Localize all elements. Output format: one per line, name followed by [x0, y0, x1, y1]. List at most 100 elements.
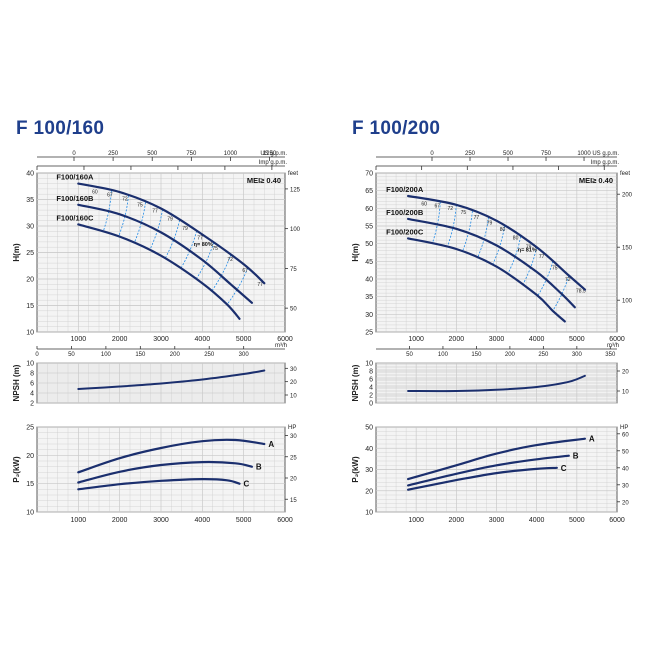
- head-xtick-label: 3000: [489, 336, 505, 343]
- head-curve-f100/160b: [77, 203, 253, 304]
- head-curve-f100/200b: [407, 217, 576, 309]
- efficiency-label: 77: [257, 282, 263, 288]
- npsh-curve: [407, 374, 586, 393]
- m3h-tick-label: 50: [68, 352, 75, 358]
- power-right-tick-label: 30: [290, 434, 297, 440]
- head-xtick-label: 5000: [569, 336, 585, 343]
- head-ytick-label: 50: [365, 241, 373, 248]
- chart-title-f100-160: F 100/160: [16, 118, 105, 139]
- head-xtick-label: 2000: [112, 336, 128, 343]
- npsh-ytick-label: 4: [369, 385, 373, 392]
- power-right-tick-label: 30: [622, 483, 629, 489]
- impgpm-unit-label: Imp g.p.m.: [259, 160, 288, 166]
- power-right-tick-label: 50: [622, 449, 629, 455]
- npsh-ytick-label: 0: [369, 401, 373, 408]
- head-curve-label: F100/160A: [56, 173, 94, 182]
- head-ytick-label: 55: [365, 224, 373, 231]
- head-curve-f100/160a: [77, 182, 266, 285]
- power-right-tick-label: 60: [622, 432, 629, 438]
- usgpm-tick-label: 750: [186, 151, 197, 157]
- usgpm-tick-label: 0: [72, 151, 76, 157]
- head-ylabel: H(m): [351, 243, 360, 262]
- power-ylabel: P₂(kW): [351, 456, 360, 483]
- mei-label: MEI≥ 0.40: [247, 176, 281, 185]
- head-ytick-label: 45: [365, 259, 373, 266]
- m3h-tick-label: 200: [505, 352, 516, 358]
- npsh-ytick-label: 8: [30, 371, 34, 378]
- power-curve-label: B: [573, 452, 579, 461]
- power-xtick-label: 3000: [153, 517, 169, 524]
- head-right-tick-label: 150: [622, 246, 633, 252]
- npsh-ytick-label: 2: [369, 393, 373, 400]
- power-xtick-label: 2000: [112, 517, 128, 524]
- head-curve-f100/200a: [407, 194, 586, 291]
- head-curve-f100/200c: [407, 237, 566, 323]
- efficiency-iso-line: [446, 204, 457, 248]
- power-ytick-label: 50: [365, 425, 373, 432]
- power-xtick-label: 5000: [236, 517, 252, 524]
- usgpm-tick-label: 500: [503, 151, 514, 157]
- head-xtick-label: 6000: [609, 336, 625, 343]
- m3h-tick-label: 0: [35, 352, 39, 358]
- power-xtick-label: 4000: [195, 517, 211, 524]
- power-right-tick-label: 20: [290, 477, 297, 483]
- head-ytick-label: 40: [26, 171, 34, 178]
- power-curve-c: [407, 466, 558, 491]
- efficiency-label: 72: [122, 197, 128, 203]
- m3h-tick-label: 150: [135, 352, 146, 358]
- head-xtick-label: 6000: [277, 336, 293, 343]
- head-xtick-label: 1000: [71, 336, 87, 343]
- head-right-unit: feet: [288, 171, 298, 177]
- npsh-right-tick-label: 20: [622, 370, 629, 376]
- efficiency-label: 79: [167, 217, 173, 223]
- head-ytick-label: 40: [365, 277, 373, 284]
- head-ytick-label: 70: [365, 171, 373, 178]
- head-curve-label: F100/160C: [56, 213, 94, 222]
- power-curve-label: C: [561, 464, 567, 473]
- npsh-curve: [77, 369, 266, 390]
- efficiency-label: 60: [92, 189, 98, 195]
- m3h-tick-label: 250: [538, 352, 549, 358]
- efficiency-iso-line: [522, 247, 538, 286]
- head-xtick-label: 4000: [529, 336, 545, 343]
- best-efficiency-label: η= 81%: [518, 247, 537, 253]
- head-xtick-label: 3000: [153, 336, 169, 343]
- power-ytick-label: 30: [365, 467, 373, 474]
- power-xtick-label: 3000: [489, 517, 505, 524]
- head-right-tick-label: 50: [290, 307, 297, 313]
- efficiency-label: 79: [487, 220, 493, 226]
- usgpm-tick-label: 750: [541, 151, 552, 157]
- power-ytick-label: 20: [26, 453, 34, 460]
- power-curve-label: A: [268, 440, 274, 449]
- npsh-ytick-label: 10: [26, 361, 34, 368]
- m3h-tick-label: 150: [471, 352, 482, 358]
- usgpm-tick-label: 250: [465, 151, 476, 157]
- npsh-right-tick-label: 20: [290, 380, 297, 386]
- head-right-tick-label: 100: [290, 227, 301, 233]
- efficiency-label: 67: [242, 268, 248, 274]
- power-ytick-label: 40: [365, 446, 373, 453]
- mei-label: MEI≥ 0.40: [579, 176, 613, 185]
- npsh-ytick-label: 10: [365, 361, 373, 368]
- power-curve-label: A: [589, 435, 595, 444]
- power-curve-b: [407, 454, 570, 487]
- efficiency-label: 67: [434, 204, 440, 210]
- head-ytick-label: 35: [365, 294, 373, 301]
- chart-title-f100-200: F 100/200: [352, 118, 441, 139]
- head-right-tick-label: 200: [622, 193, 633, 199]
- power-ytick-label: 10: [26, 510, 34, 517]
- efficiency-iso-line: [537, 261, 554, 297]
- efficiency-label: 80: [500, 227, 506, 233]
- power-xtick-label: 1000: [71, 517, 87, 524]
- efficiency-label: 79: [182, 226, 188, 232]
- head-curve-label: F100/200A: [386, 185, 424, 194]
- head-curve-label: F100/160B: [56, 194, 94, 203]
- head-ytick-label: 60: [365, 206, 373, 213]
- head-ytick-label: 25: [26, 250, 34, 257]
- efficiency-label: 72: [448, 206, 454, 212]
- usgpm-tick-label: 500: [147, 151, 158, 157]
- power-right-tick-label: 25: [290, 455, 297, 461]
- npsh-ytick-label: 6: [30, 381, 34, 388]
- head-right-tick-label: 125: [290, 187, 301, 193]
